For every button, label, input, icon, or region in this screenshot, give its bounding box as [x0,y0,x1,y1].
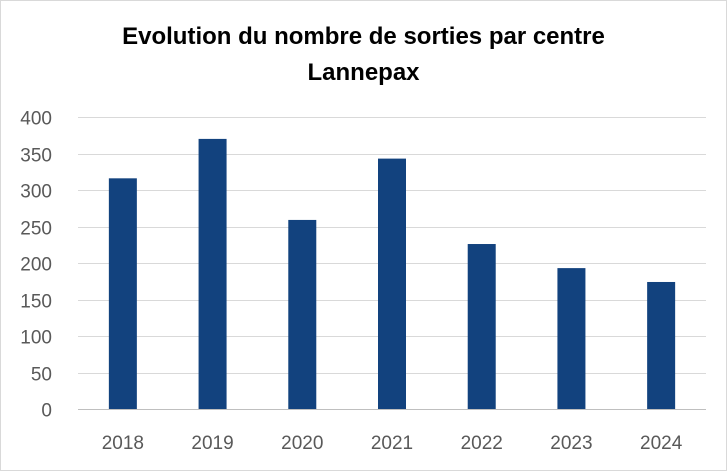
x-tick-labels: 2018 2019 2020 2021 2022 2023 2024 [102,433,683,454]
y-tick-label: 50 [31,365,52,386]
y-tick-label: 400 [20,109,52,130]
x-tick-label: 2018 [102,433,144,454]
y-tick-label: 200 [20,255,52,276]
x-tick-label: 2022 [461,433,503,454]
bar-2022 [468,244,496,409]
y-tick-label: 300 [20,182,52,203]
bar-2019 [199,139,227,409]
y-tick-label: 150 [20,292,52,313]
x-tick-label: 2023 [550,433,592,454]
bar-2020 [288,220,316,409]
x-tick-label: 2024 [640,433,683,454]
bar-chart-plot: 0 50 100 150 200 250 300 350 400 2018 2019 2020 202… [0,0,727,471]
bar-2024 [647,282,675,409]
bars [109,139,675,409]
y-tick-label: 250 [20,219,52,240]
bar-2021 [378,159,406,409]
x-tick-label: 2019 [191,433,233,454]
x-tick-label: 2020 [281,433,323,454]
y-tick-label: 350 [20,146,52,167]
bar-2018 [109,178,137,409]
bar-2023 [557,268,585,409]
y-tick-label: 100 [20,328,52,349]
y-tick-labels: 0 50 100 150 200 250 300 350 400 [20,109,52,422]
x-tick-label: 2021 [371,433,413,454]
y-tick-label: 0 [41,401,52,422]
